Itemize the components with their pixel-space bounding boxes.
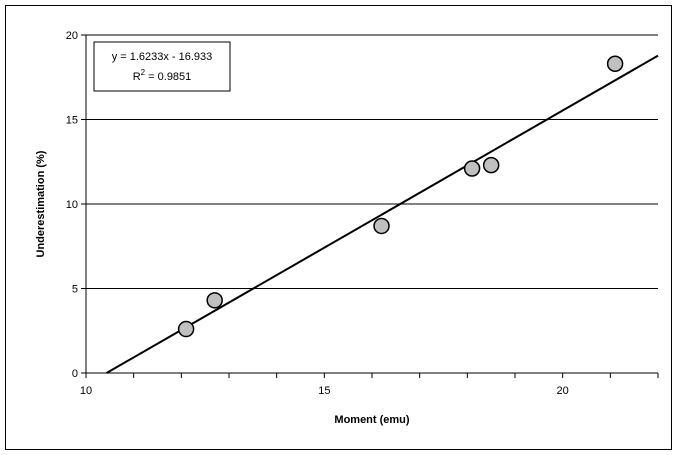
x-tick-label: 15	[318, 385, 330, 397]
y-tick-label: 0	[72, 368, 78, 380]
y-tick-label: 5	[72, 284, 78, 296]
trendline-r-squared: R2 = 0.9851	[133, 68, 192, 83]
data-points	[177, 55, 624, 338]
data-point	[206, 292, 223, 309]
y-tick-label: 20	[66, 30, 78, 42]
y-tick-label: 10	[66, 199, 78, 211]
x-axis-title: Moment (emu)	[334, 414, 410, 426]
trendline-layer	[106, 54, 659, 374]
data-point	[373, 217, 390, 235]
tick-labels: 0 5 10 15 20 10 15 20	[66, 30, 569, 397]
data-point	[463, 160, 481, 177]
data-point	[606, 55, 624, 72]
gridlines	[86, 34, 658, 289]
trendline-equation: y = 1.6233x - 16.933	[112, 51, 213, 63]
data-point	[482, 156, 500, 174]
trendline	[106, 54, 659, 374]
axes	[81, 34, 659, 378]
x-tick-label: 10	[80, 385, 92, 397]
data-point	[177, 320, 195, 338]
y-axis-title: Underestimation (%)	[35, 150, 47, 257]
y-tick-label: 15	[66, 115, 78, 127]
trendline-equation-box: y = 1.6233x - 16.933 R2 = 0.9851	[93, 41, 231, 92]
x-tick-label: 20	[557, 385, 569, 397]
